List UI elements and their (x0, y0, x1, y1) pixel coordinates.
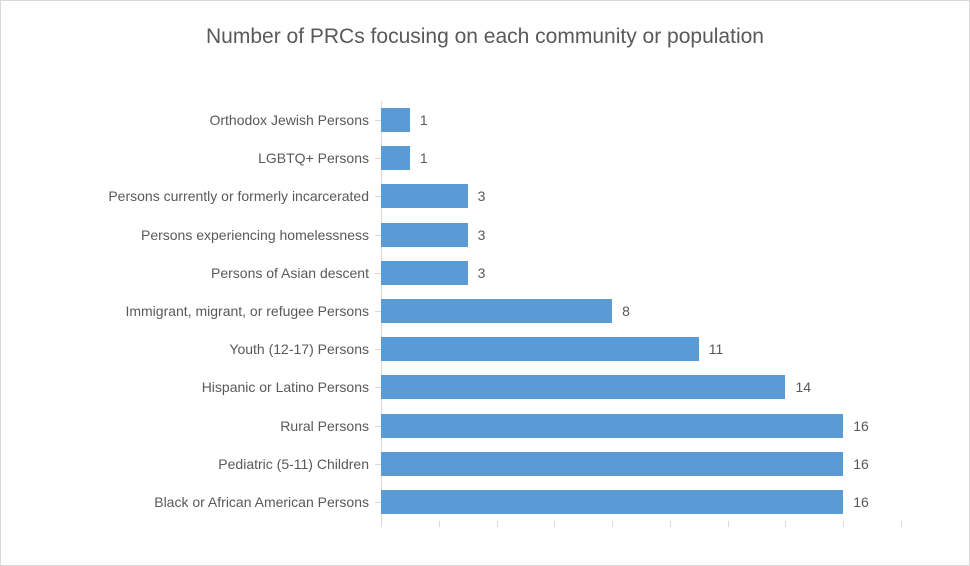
x-tick (901, 521, 902, 527)
bar-row: 8 (381, 299, 901, 323)
plot-area: Orthodox Jewish PersonsLGBTQ+ PersonsPer… (381, 101, 901, 521)
x-tick (785, 521, 786, 527)
bar (381, 223, 468, 247)
bar-row: 3 (381, 261, 901, 285)
category-label: Hispanic or Latino Persons (11, 375, 369, 399)
bar (381, 261, 468, 285)
value-label: 1 (410, 146, 428, 170)
bar (381, 375, 785, 399)
x-tick (381, 521, 382, 527)
x-tick (670, 521, 671, 527)
x-tick (728, 521, 729, 527)
category-label: Orthodox Jewish Persons (11, 108, 369, 132)
value-label: 8 (612, 299, 630, 323)
x-tick (612, 521, 613, 527)
bar (381, 184, 468, 208)
bar-row: 16 (381, 452, 901, 476)
bar-row: 1 (381, 108, 901, 132)
bar (381, 337, 699, 361)
category-label: Persons currently or formerly incarcerat… (11, 184, 369, 208)
value-label: 3 (468, 223, 486, 247)
bar-row: 1 (381, 146, 901, 170)
category-label: Black or African American Persons (11, 490, 369, 514)
value-label: 16 (843, 490, 869, 514)
x-tick (439, 521, 440, 527)
bar-row: 16 (381, 490, 901, 514)
bar-row: 3 (381, 223, 901, 247)
bar-row: 14 (381, 375, 901, 399)
category-label: Immigrant, migrant, or refugee Persons (11, 299, 369, 323)
value-label: 3 (468, 184, 486, 208)
value-label: 14 (785, 375, 811, 399)
chart-title: Number of PRCs focusing on each communit… (1, 25, 969, 49)
bar (381, 490, 843, 514)
bar-row: 3 (381, 184, 901, 208)
bar (381, 108, 410, 132)
bar (381, 299, 612, 323)
x-tick (554, 521, 555, 527)
value-label: 3 (468, 261, 486, 285)
category-label: Rural Persons (11, 414, 369, 438)
category-label: Youth (12-17) Persons (11, 337, 369, 361)
value-label: 1 (410, 108, 428, 132)
bar (381, 146, 410, 170)
x-tick (843, 521, 844, 527)
category-label: Pediatric (5-11) Children (11, 452, 369, 476)
category-label: Persons experiencing homelessness (11, 223, 369, 247)
bar-row: 11 (381, 337, 901, 361)
bar (381, 452, 843, 476)
value-label: 16 (843, 452, 869, 476)
bar (381, 414, 843, 438)
category-label: Persons of Asian descent (11, 261, 369, 285)
category-label: LGBTQ+ Persons (11, 146, 369, 170)
chart-container: Number of PRCs focusing on each communit… (0, 0, 970, 566)
x-tick (497, 521, 498, 527)
bar-row: 16 (381, 414, 901, 438)
value-label: 16 (843, 414, 869, 438)
value-label: 11 (699, 337, 724, 361)
